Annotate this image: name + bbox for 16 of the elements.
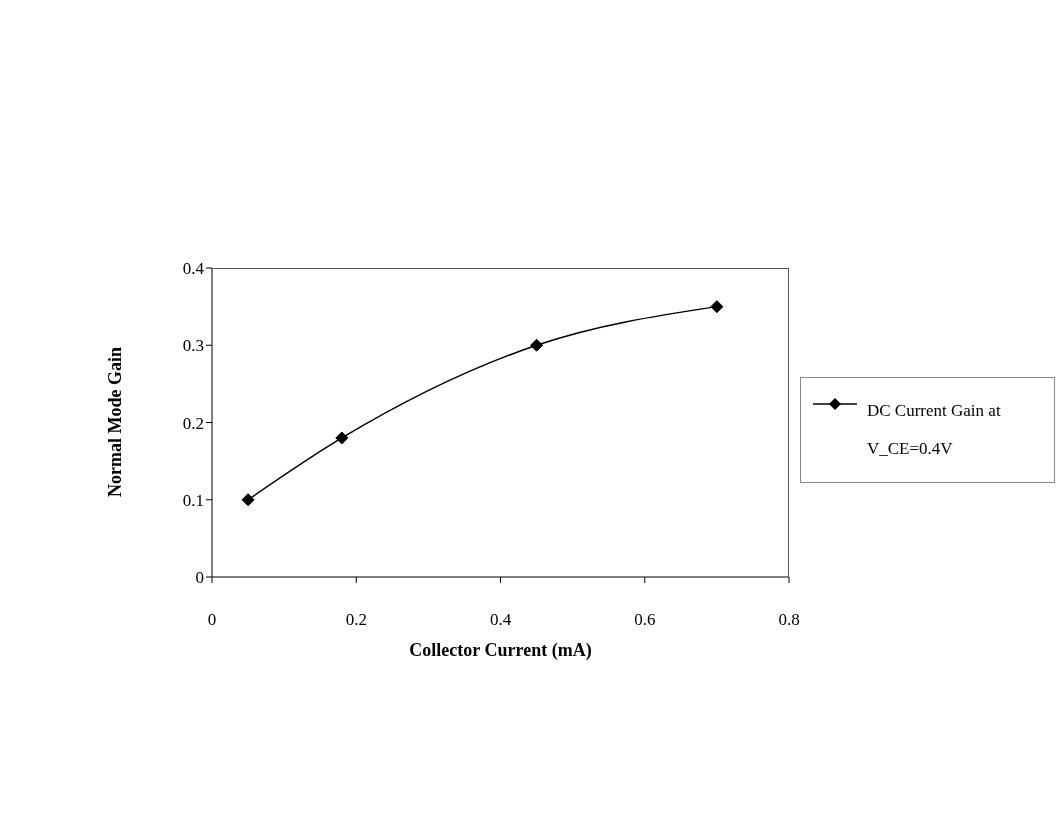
y-tick-label: 0.2 (182, 413, 204, 433)
point (335, 431, 349, 445)
y-tick-label: 0.3 (182, 336, 204, 356)
x-axis-title: Collector Current (mA) (408, 640, 593, 661)
x-tick-label: 0.2 (345, 610, 367, 630)
x-tick-label: 0.8 (778, 610, 800, 630)
y-tick-label: 0.4 (182, 259, 205, 279)
point (241, 493, 255, 507)
y-tick-label: 0 (195, 568, 204, 588)
y-tick-label: 0.1 (182, 490, 204, 510)
legend-label: DC Current Gain at V_CE=0.4V (867, 400, 1002, 460)
point (530, 338, 544, 352)
x-tick-label: 0.4 (489, 610, 512, 630)
y-axis-title: Normal Mode Gain (104, 347, 126, 497)
x-tick-label: 0.6 (634, 610, 656, 630)
point (710, 300, 724, 314)
